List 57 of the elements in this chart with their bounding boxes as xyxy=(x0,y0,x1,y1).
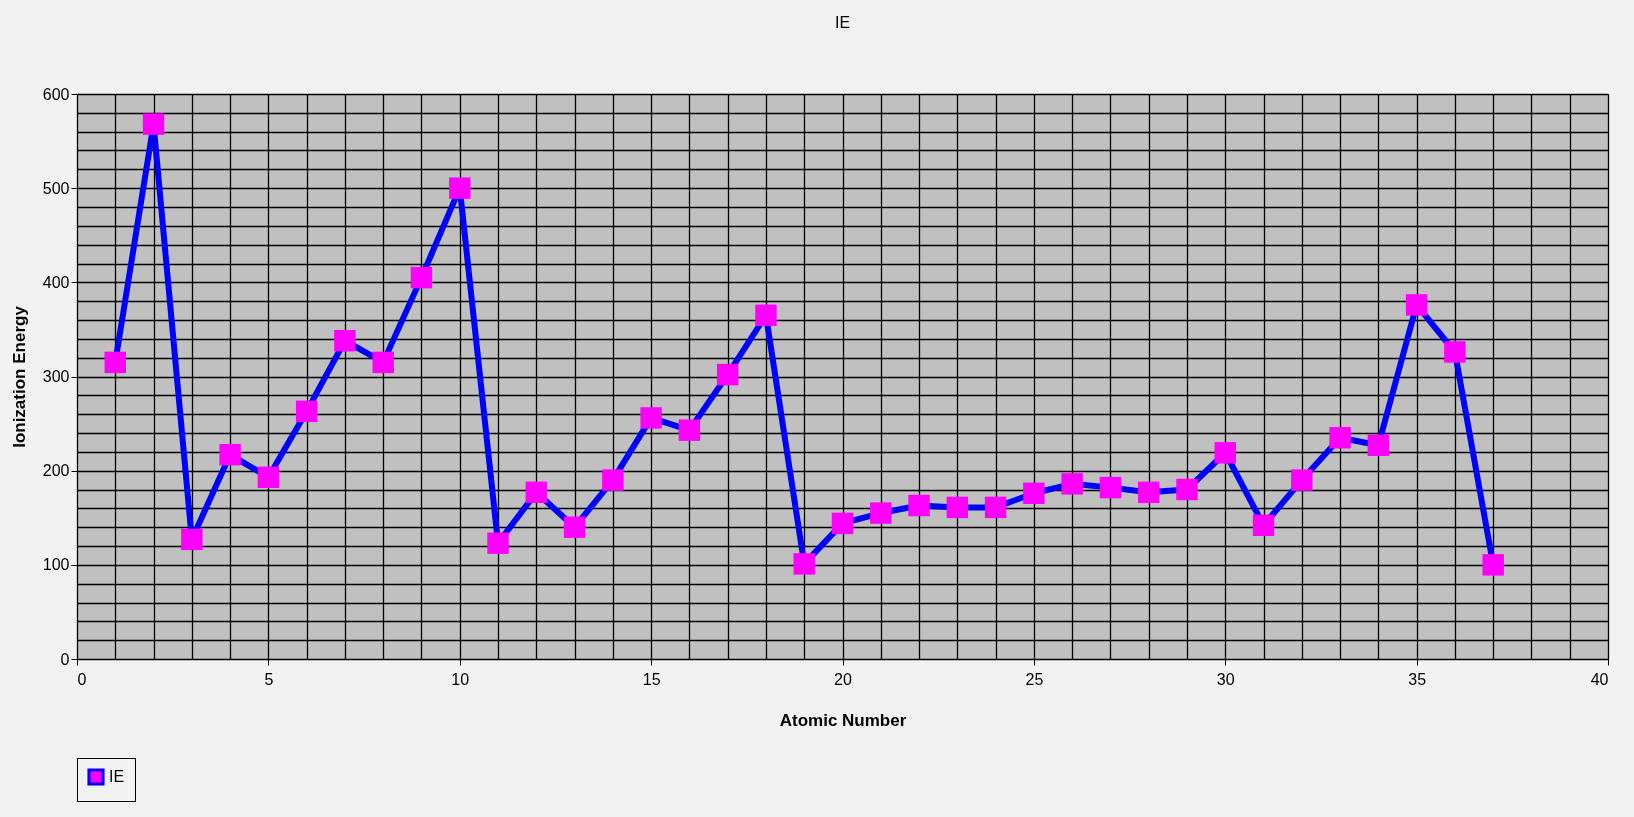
x-tick-label: 40 xyxy=(1590,670,1609,688)
point xyxy=(487,532,509,554)
point xyxy=(334,329,356,352)
y-tick-label: 100 xyxy=(42,556,70,574)
y-tick-label: 200 xyxy=(42,462,70,480)
y-tick-label: 500 xyxy=(42,179,70,197)
x-axis-title: Atomic Number xyxy=(779,710,907,730)
point xyxy=(449,177,471,199)
x-tick-label: 25 xyxy=(1025,670,1044,688)
point xyxy=(104,351,126,374)
point xyxy=(1176,478,1198,501)
point xyxy=(142,113,165,135)
point xyxy=(1329,426,1351,449)
point xyxy=(908,494,930,517)
point xyxy=(525,481,548,504)
point xyxy=(1252,514,1275,537)
y-tick-label: 600 xyxy=(42,85,70,103)
point xyxy=(181,528,203,551)
point xyxy=(755,304,777,327)
point xyxy=(372,351,394,374)
y-tick-label: 300 xyxy=(42,368,70,385)
point xyxy=(1137,481,1160,504)
legend-label: IE xyxy=(109,768,125,785)
point xyxy=(984,496,1007,519)
point xyxy=(831,512,854,535)
x-tick-label: 5 xyxy=(264,670,274,688)
point xyxy=(678,419,701,441)
chart-title: IE xyxy=(834,14,851,31)
x-tick-label: 35 xyxy=(1408,670,1427,688)
y-tick-label: 0 xyxy=(60,650,70,668)
x-tick-label: 15 xyxy=(642,670,661,688)
point xyxy=(1405,294,1428,316)
point xyxy=(410,266,433,289)
point xyxy=(1061,473,1083,495)
point xyxy=(1214,442,1236,464)
x-tick-label: 0 xyxy=(77,670,87,688)
point xyxy=(563,516,586,538)
point xyxy=(870,502,892,524)
y-tick-label: 400 xyxy=(42,273,70,291)
x-tick-label: 30 xyxy=(1216,670,1235,688)
point xyxy=(602,469,624,491)
point xyxy=(1023,482,1045,504)
x-tick-label: 10 xyxy=(451,670,470,688)
point xyxy=(1482,554,1504,576)
point xyxy=(1444,341,1466,363)
point xyxy=(257,466,280,488)
point xyxy=(946,496,969,519)
point xyxy=(1291,469,1313,491)
point xyxy=(1099,476,1122,499)
point xyxy=(295,400,318,423)
point xyxy=(716,363,739,386)
point xyxy=(793,553,815,575)
point xyxy=(640,407,662,429)
x-tick-label: 20 xyxy=(834,670,852,688)
point xyxy=(1367,434,1390,456)
y-axis-title: Ionization Energy xyxy=(9,305,29,448)
point xyxy=(219,443,241,466)
